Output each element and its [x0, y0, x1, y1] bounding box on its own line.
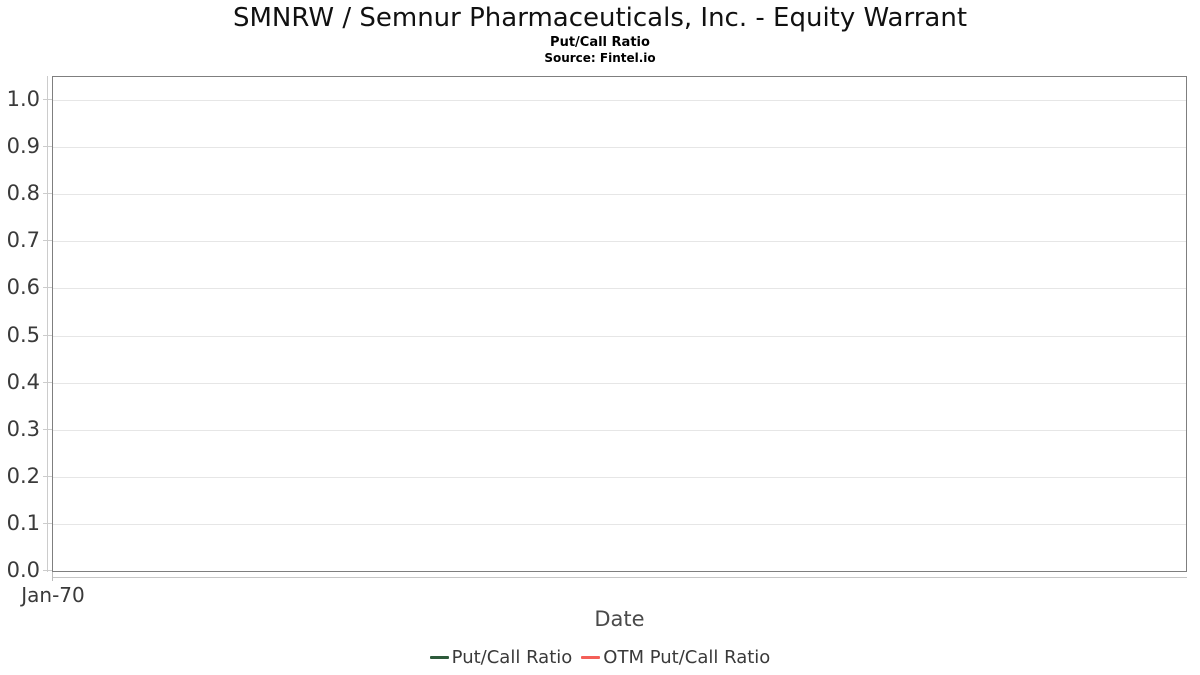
- y-tick-label-0.5: 0.5: [6, 323, 40, 347]
- y-tick-label-0.7: 0.7: [6, 228, 40, 252]
- y-tick-label-0.2: 0.2: [6, 464, 40, 488]
- y-tick-label-0.6: 0.6: [6, 275, 40, 299]
- y-axis-tick-0.3: [43, 429, 52, 430]
- x-axis-line: [52, 577, 1187, 578]
- chart-title: SMNRW / Semnur Pharmaceuticals, Inc. - E…: [232, 3, 968, 33]
- y-tick-label-0.1: 0.1: [6, 511, 40, 535]
- y-axis-tick-0.4: [43, 382, 52, 383]
- y-tick-label-0.0: 0.0: [6, 558, 40, 582]
- legend-item-otm-put-call-ratio[interactable]: OTM Put/Call Ratio: [581, 647, 770, 668]
- y-axis-tick-0.9: [43, 146, 52, 147]
- y-axis-tick-1.0: [43, 99, 52, 100]
- gridline-0.5: [53, 336, 1186, 337]
- x-axis-title: Date: [594, 607, 645, 631]
- x-axis-tick: [52, 572, 53, 581]
- chart-source-credit: Source: Fintel.io: [544, 51, 656, 65]
- chart-subtitle: Put/Call Ratio: [550, 35, 650, 50]
- y-tick-label-0.3: 0.3: [6, 417, 40, 441]
- legend-label: OTM Put/Call Ratio: [603, 647, 771, 668]
- gridline-1.0: [53, 100, 1186, 101]
- gridline-0.6: [53, 288, 1186, 289]
- y-tick-label-0.4: 0.4: [6, 370, 40, 394]
- plot-area: [52, 76, 1187, 572]
- legend-item-put-call-ratio[interactable]: Put/Call Ratio: [429, 647, 573, 668]
- y-axis-tick-0.1: [43, 523, 52, 524]
- gridline-0.4: [53, 383, 1186, 384]
- gridline-0.2: [53, 477, 1186, 478]
- y-axis-tick-0.2: [43, 476, 52, 477]
- y-tick-label-0.9: 0.9: [6, 134, 40, 158]
- legend-line-swatch-icon: [581, 656, 601, 659]
- y-axis-tick-0.6: [43, 287, 52, 288]
- y-axis-tick-0.0: [43, 570, 52, 571]
- gridline-0.9: [53, 147, 1186, 148]
- y-axis-tick-0.7: [43, 240, 52, 241]
- x-tick-label: Jan-70: [21, 583, 85, 607]
- gridline-0.3: [53, 430, 1186, 431]
- legend: Put/Call Ratio OTM Put/Call Ratio: [0, 647, 1200, 668]
- y-axis-line: [47, 76, 48, 572]
- gridline-0.1: [53, 524, 1186, 525]
- y-axis-tick-0.8: [43, 193, 52, 194]
- gridline-0.8: [53, 194, 1186, 195]
- y-axis-tick-0.5: [43, 335, 52, 336]
- y-tick-label-0.8: 0.8: [6, 181, 40, 205]
- gridline-0.7: [53, 241, 1186, 242]
- legend-label: Put/Call Ratio: [451, 647, 573, 668]
- legend-line-swatch-icon: [429, 656, 449, 659]
- y-tick-label-1.0: 1.0: [6, 87, 40, 111]
